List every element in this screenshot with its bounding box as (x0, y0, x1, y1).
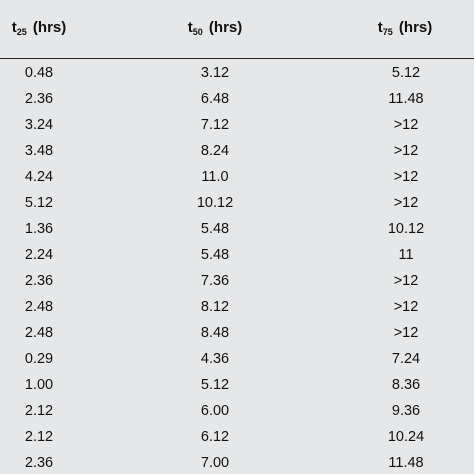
table-header: t25 (hrs) t50 (hrs) t75 (hrs) (0, 0, 474, 58)
cell-t25: 2.36 (24, 91, 54, 107)
table-row: 2.12 6.12 10.24 (0, 425, 474, 451)
cell-t75: 7.24 (391, 351, 421, 367)
cell-t50: 4.36 (200, 351, 230, 367)
cell-t75: >12 (393, 299, 419, 315)
cell-t75: >12 (393, 273, 419, 289)
cell-t25: 0.29 (24, 351, 54, 367)
table-row: 0.29 4.36 7.24 (0, 347, 474, 373)
cell-t50: 6.12 (200, 429, 230, 445)
table-row: 1.00 5.12 8.36 (0, 373, 474, 399)
table-row: 0.48 3.12 5.12 (0, 61, 474, 87)
cell-t50: 11.0 (201, 169, 229, 185)
cell-t75: 10.12 (387, 221, 425, 237)
cell-t75: 10.24 (387, 429, 425, 445)
cell-t75: >12 (393, 169, 419, 185)
cell-t75: >12 (393, 325, 419, 341)
table-row: 2.48 8.48 >12 (0, 321, 474, 347)
cell-t75: >12 (393, 195, 419, 211)
cell-t25: 0.48 (24, 65, 54, 81)
cell-t25: 2.48 (24, 299, 54, 315)
cell-t75: 11 (398, 247, 414, 263)
cell-t50: 8.12 (200, 299, 230, 315)
cell-t50: 5.48 (200, 221, 230, 237)
table-row: 2.48 8.12 >12 (0, 295, 474, 321)
table-row: 3.48 8.24 >12 (0, 139, 474, 165)
table-row: 2.24 5.48 11 (0, 243, 474, 269)
cell-t75: >12 (393, 143, 419, 159)
cell-t50: 8.48 (200, 325, 230, 341)
cell-t25: 2.36 (24, 273, 54, 289)
cell-t25: 2.48 (24, 325, 54, 341)
cell-t75: 11.48 (388, 455, 424, 471)
table-row: 5.12 10.12 >12 (0, 191, 474, 217)
cell-t75: 5.12 (391, 65, 421, 81)
cell-t25: 3.24 (24, 117, 54, 133)
table-row: 4.24 11.0 >12 (0, 165, 474, 191)
table-row: 2.12 6.00 9.36 (0, 399, 474, 425)
cell-t25: 2.24 (24, 247, 54, 263)
cell-t50: 6.00 (200, 403, 230, 419)
cell-t75: 9.36 (391, 403, 421, 419)
cell-t75: 8.36 (391, 377, 421, 393)
cell-t75: >12 (393, 117, 419, 133)
header-t75: t75 (hrs) (377, 19, 433, 37)
cell-t50: 7.00 (200, 455, 230, 471)
cell-t50: 3.12 (200, 65, 230, 81)
cell-t25: 1.36 (24, 221, 54, 237)
cell-t50: 7.12 (200, 117, 230, 133)
cell-t25: 1.00 (24, 377, 54, 393)
cell-t25: 4.24 (24, 169, 54, 185)
table-row: 2.36 7.00 11.48 (0, 451, 474, 474)
header-t50: t50 (hrs) (187, 19, 243, 37)
cell-t50: 8.24 (200, 143, 230, 159)
cell-t50: 6.48 (200, 91, 230, 107)
cell-t25: 3.48 (24, 143, 54, 159)
table-row: 3.24 7.12 >12 (0, 113, 474, 139)
cell-t50: 7.36 (200, 273, 230, 289)
table-row: 2.36 6.48 11.48 (0, 87, 474, 113)
table-row: 1.36 5.48 10.12 (0, 217, 474, 243)
cell-t75: 11.48 (388, 91, 424, 107)
cell-t25: 2.36 (24, 455, 54, 471)
header-t25: t25 (hrs) (11, 19, 67, 37)
table-row: 2.36 7.36 >12 (0, 269, 474, 295)
table-body: 0.48 3.12 5.12 2.36 6.48 11.48 3.24 7.12 >12 3.48… (0, 61, 474, 474)
cell-t25: 2.12 (24, 429, 54, 445)
cell-t25: 5.12 (24, 195, 54, 211)
cell-t25: 2.12 (24, 403, 54, 419)
cell-t50: 5.48 (200, 247, 230, 263)
cell-t50: 10.12 (196, 195, 234, 211)
cell-t50: 5.12 (200, 377, 230, 393)
header-divider (0, 58, 474, 59)
